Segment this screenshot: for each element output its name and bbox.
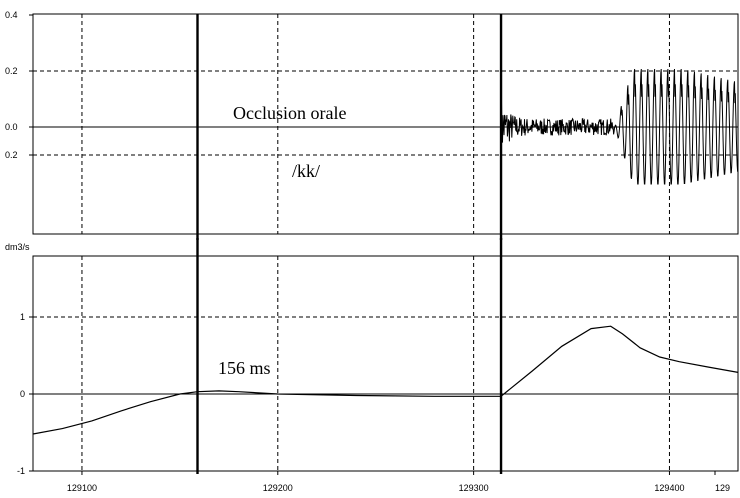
x-tick-label: 129200 — [263, 483, 293, 493]
x-tick-label: 129100 — [67, 483, 97, 493]
top-y-tick-label: 0.2 — [5, 66, 18, 76]
top-y-tick-label: 0.4 — [5, 10, 18, 20]
annotation-duration: 156 ms — [218, 358, 271, 378]
x-tick-label: 129 — [715, 483, 730, 493]
segment-markers — [196, 14, 503, 474]
annotation-occlusion-orale: Occlusion orale — [233, 103, 346, 123]
annotation-kk: /kk/ — [292, 161, 320, 181]
airflow-line — [32, 325, 739, 435]
bottom-y-tick-label: -1 — [17, 466, 25, 476]
top-y-tick-label: 0.0 — [5, 122, 18, 132]
top-panel: 0.4 0.2 0.0 0.2 Occlusion orale /kk/ — [5, 10, 739, 235]
bottom-y-ticks: 1 0 -1 — [17, 312, 33, 476]
top-y-tick-label: 0.2 — [5, 150, 18, 160]
x-tick-label: 129300 — [459, 483, 489, 493]
audio-waveform-line — [500, 68, 739, 185]
top-grid — [33, 14, 738, 234]
x-tick-label: 129400 — [654, 483, 684, 493]
bottom-panel: 1 0 -1 129100 129200 129300 129400 129 dm3/s 1… — [5, 242, 739, 493]
x-axis-ticks: 129100 129200 129300 129400 129 — [67, 471, 730, 493]
bottom-panel-frame — [32, 255, 739, 472]
bottom-y-unit-label: dm3/s — [5, 242, 30, 252]
top-y-ticks: 0.4 0.2 0.0 0.2 — [5, 10, 33, 160]
bottom-y-tick-label: 0 — [20, 389, 25, 399]
bottom-y-tick-label: 1 — [20, 312, 25, 322]
top-panel-frame — [32, 13, 739, 235]
